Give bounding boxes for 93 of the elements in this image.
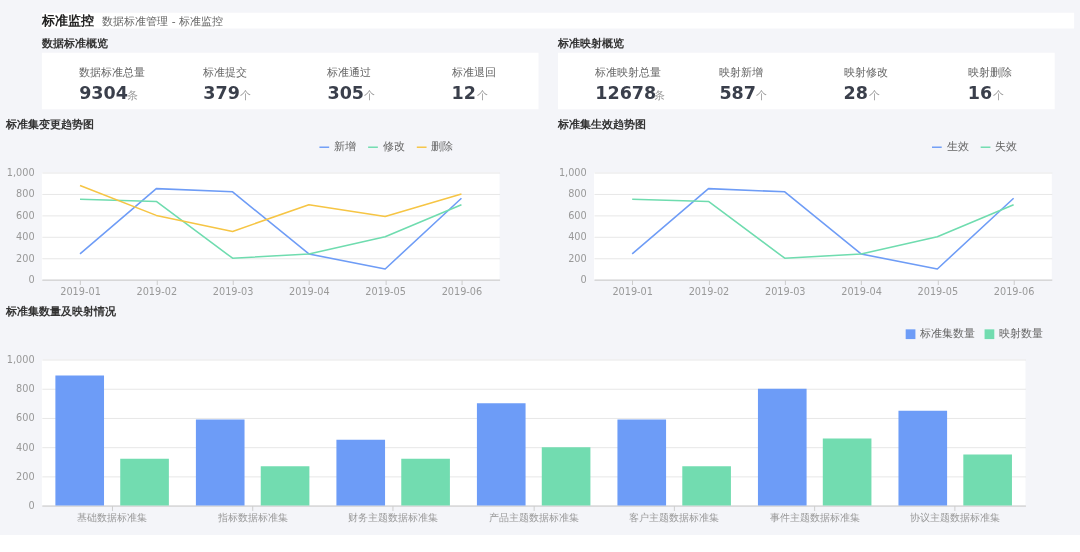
legend-label: 修改 [382, 140, 405, 154]
bar [336, 439, 386, 506]
x-tick-label: 产品主题数据标准集 [488, 511, 579, 523]
x-tick-label: 2019-03 [764, 285, 806, 297]
chart-title: 标准集数量及映射情况 [5, 304, 118, 318]
text: 标准映射概览 [557, 36, 625, 50]
x-tick-label: 2019-05 [365, 285, 406, 297]
line-series [79, 198, 463, 260]
y-tick-label: 400 [16, 231, 35, 243]
category-label: 映射修改 [843, 66, 888, 80]
data-label: 16 [967, 83, 993, 104]
y-tick-label: 200 [568, 252, 587, 264]
y-tick-label: 1,000 [6, 166, 35, 178]
y-tick-label: 400 [16, 441, 35, 453]
x-tick-label: 2019-06 [993, 285, 1035, 297]
legend-label: 删除 [431, 140, 454, 154]
text: 个 [868, 89, 880, 103]
data-label: 305 [327, 83, 365, 104]
line-series [631, 198, 1015, 260]
bar [55, 375, 105, 506]
y-tick-label: 200 [16, 470, 35, 482]
bar [617, 419, 667, 506]
category-label: 标准映射总量 [594, 66, 662, 80]
text: 标准监控 [40, 12, 94, 28]
text: 个 [993, 89, 1005, 103]
x-tick-label: 2019-04 [841, 285, 882, 297]
y-tick-label: 1,000 [558, 166, 587, 178]
line-series [79, 187, 463, 270]
bar [822, 438, 872, 506]
data-label: 28 [843, 83, 868, 104]
y-tick-label: 800 [16, 188, 35, 200]
category-label: 标准提交 [202, 66, 248, 80]
x-tick-label: 协议主题数据标准集 [910, 511, 1001, 523]
y-tick-label: 200 [16, 252, 35, 264]
x-tick-label: 2019-03 [212, 285, 254, 297]
legend-label: 新增 [334, 140, 357, 154]
y-tick-label: 1,000 [6, 353, 35, 365]
category-label: 标准退回 [450, 66, 496, 80]
y-tick-label: 600 [568, 209, 587, 221]
x-tick-label: 事件主题数据标准集 [769, 511, 860, 523]
x-tick-label: 基础数据标准集 [77, 511, 148, 523]
x-tick-label: 财务主题数据标准集 [348, 511, 439, 523]
x-tick-label: 2019-05 [917, 285, 959, 297]
category-label: 数据标准总量 [79, 66, 146, 80]
chart-title: 标准集变更趋势图 [5, 117, 95, 131]
x-tick-label: 2019-02 [136, 285, 178, 297]
text: 个 [755, 89, 767, 103]
data-label: 9304 [79, 83, 128, 104]
data-label: 587 [719, 83, 756, 104]
x-tick-label: 指标数据标准集 [216, 511, 288, 523]
x-tick-label: 2019-01 [60, 285, 101, 297]
x-tick-label: 2019-02 [688, 285, 730, 297]
bar [195, 419, 245, 506]
chart-title: 标准集生效趋势图 [557, 117, 647, 131]
line-series [631, 187, 1015, 270]
y-tick-label: 800 [16, 383, 35, 395]
text: 个 [476, 89, 488, 103]
legend-label: 生效 [946, 140, 969, 154]
y-tick-label: 0 [28, 500, 35, 512]
text: 数据标准概览 [40, 36, 108, 50]
legend-label: 失效 [995, 140, 1018, 154]
y-tick-label: 600 [16, 209, 35, 221]
x-tick-label: 客户主题数据标准集 [629, 511, 720, 523]
category-label: 标准通过 [326, 66, 372, 80]
legend-label: 映射数量 [999, 327, 1044, 341]
bar [401, 458, 450, 506]
bar [963, 454, 1012, 506]
text: 条 [126, 89, 138, 103]
data-label: 12 [451, 83, 476, 104]
x-tick-label: 2019-01 [612, 285, 653, 297]
bar [682, 466, 731, 506]
data-label: 379 [203, 83, 240, 104]
x-tick-label: 2019-06 [441, 285, 483, 297]
bar [120, 458, 169, 506]
bar [541, 447, 591, 506]
line-series [79, 184, 463, 233]
y-tick-label: 800 [568, 188, 587, 200]
text: 个 [363, 89, 375, 103]
category-label: 映射新增 [719, 66, 764, 80]
legend-label: 标准集数量 [919, 327, 976, 341]
bar [260, 466, 310, 506]
category-label: 映射删除 [967, 66, 1012, 80]
x-tick-label: 2019-04 [289, 285, 330, 297]
y-tick-label: 600 [16, 412, 35, 424]
bar [757, 388, 807, 506]
text: 条 [654, 89, 666, 103]
text: 数据标准管理 - 标准监控 [102, 14, 223, 28]
bar [476, 403, 526, 506]
y-tick-label: 400 [568, 231, 587, 243]
y-tick-label: 0 [28, 274, 35, 286]
text: 个 [239, 89, 251, 103]
bar [898, 410, 948, 506]
y-tick-label: 0 [580, 274, 587, 286]
